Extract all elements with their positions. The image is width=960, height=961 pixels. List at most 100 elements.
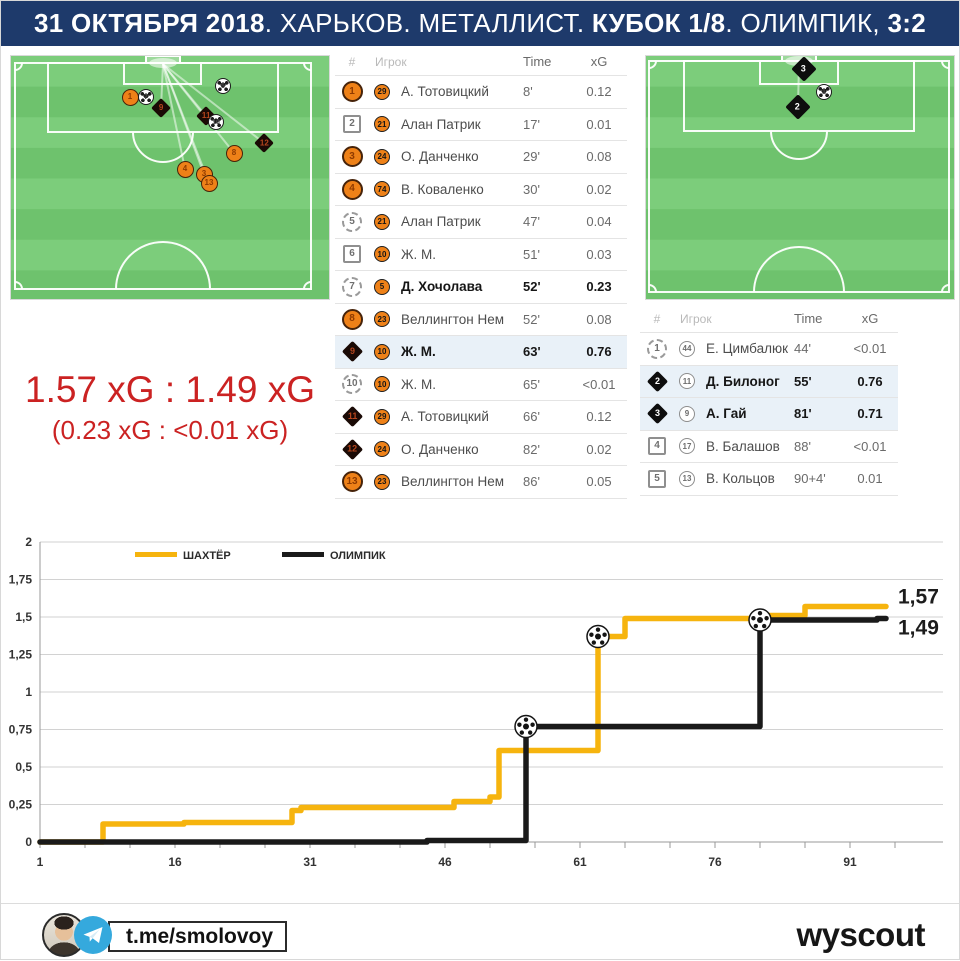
svg-text:1,75: 1,75	[9, 573, 33, 587]
telegram-link[interactable]: t.me/smolovoy	[108, 921, 288, 952]
player-name: Веллингтон Нем	[401, 311, 505, 327]
shot-marker-blocked: 6	[343, 245, 361, 264]
shot-time: 47'	[523, 214, 540, 230]
shot-marker-on-target: 1	[647, 338, 667, 359]
shot-row: 8 23 Веллингтон Нем 52' 0.08	[335, 304, 627, 336]
shot-xg: 0.23	[586, 279, 612, 295]
shot-time: 44'	[794, 341, 811, 357]
svg-text:0: 0	[25, 835, 32, 849]
shot-row: 10 10 Ж. М. 65' <0.01	[335, 369, 627, 401]
svg-text:1,25: 1,25	[9, 648, 33, 662]
match-title-segment: 31 ОКТЯБРЯ 2018	[34, 7, 265, 38]
soccer-ball-icon: 5	[215, 78, 231, 94]
shot-row: 2 11 Д. Билоног 55' 0.76	[640, 365, 898, 398]
goal-marker-diamond: 9	[341, 341, 363, 363]
player-name: О. Данченко	[401, 441, 479, 457]
shot-marker-circle: 1	[121, 88, 139, 106]
player-name: Алан Патрик	[401, 116, 481, 132]
svg-text:0,75: 0,75	[9, 723, 33, 737]
footer: t.me/smolovoy wyscout	[0, 903, 960, 961]
shot-row: 7 5 Д. Хочолава 52' 0.23	[335, 271, 627, 304]
shot-marker-circle: 1	[341, 81, 363, 103]
shot-xg: 0.03	[586, 246, 612, 262]
column-header: Time	[523, 54, 552, 69]
player-name: Ж. М.	[401, 246, 436, 262]
soccer-ball-icon	[514, 714, 538, 739]
goal-marker-diamond: 2	[646, 370, 668, 392]
xg-total-line: 1.57 xG : 1.49 xG	[25, 369, 315, 410]
shot-marker-circle: 4	[341, 178, 363, 200]
soccer-ball-icon	[586, 624, 610, 649]
xg-score-summary: 1.57 xG : 1.49 xG (0.23 xG : <0.01 xG)	[5, 368, 335, 448]
svg-text:31: 31	[303, 855, 317, 869]
player-name: О. Данченко	[401, 149, 479, 165]
svg-text:ОЛИМПИК: ОЛИМПИК	[330, 550, 386, 562]
series-end-value: 1,49	[898, 617, 939, 640]
shot-marker-circle: 3	[341, 146, 363, 168]
player-name: Ж. М.	[401, 376, 436, 392]
shot-row: 5 21 Алан Патрик 47' 0.04	[335, 206, 627, 239]
jersey-number-badge: 17	[679, 438, 695, 455]
shot-row: 9 10 Ж. М. 63' 0.76	[335, 336, 627, 369]
player-name: Е. Цимбалюк	[706, 341, 789, 357]
shot-xg: 0.04	[586, 214, 612, 230]
svg-text:91: 91	[843, 855, 857, 869]
svg-text:76: 76	[708, 855, 722, 869]
svg-text:1,5: 1,5	[15, 610, 32, 624]
soccer-ball-icon: 7	[138, 89, 154, 105]
jersey-number-badge: 24	[374, 148, 390, 165]
shot-time: 88'	[794, 438, 811, 454]
shots-table-left: # Игрок Time xG 1 29 А. Тотовицкий 8' 0.12 2 21 Ала…	[335, 48, 627, 499]
shot-xg: 0.08	[586, 311, 612, 327]
shot-time: 66'	[523, 409, 540, 425]
jersey-number-badge: 21	[374, 213, 390, 230]
jersey-number-badge: 13	[679, 470, 695, 487]
shot-xg: 0.71	[857, 406, 883, 422]
player-name: А. Тотовицкий	[401, 84, 489, 100]
shot-marker-circle: 4	[176, 160, 194, 178]
jersey-number-badge: 44	[679, 340, 695, 357]
svg-text:1: 1	[37, 855, 44, 869]
match-title-segment: . ХАРЬКОВ. МЕТАЛЛИСТ.	[264, 7, 592, 38]
shot-time: 90+4'	[794, 471, 826, 487]
shot-row: 6 10 Ж. М. 51' 0.03	[335, 239, 627, 271]
shot-time: 17'	[523, 116, 540, 132]
table-header-row: # Игрок Time xG	[640, 305, 898, 333]
shot-xg: 0.08	[586, 149, 612, 165]
shot-row: 1 44 Е. Цимбалюк 44' <0.01	[640, 333, 898, 366]
shot-marker-blocked: 4	[648, 437, 666, 456]
shot-xg: 0.12	[586, 84, 612, 100]
shot-time: 29'	[523, 149, 540, 165]
svg-text:2: 2	[25, 535, 32, 549]
goal-marker-diamond: 12	[341, 438, 363, 460]
shot-xg: <0.01	[582, 376, 616, 392]
shot-time: 81'	[794, 406, 812, 422]
shot-xg: 0.76	[857, 373, 883, 389]
shot-marker-circle: 8	[225, 144, 243, 162]
player-name: Веллингтон Нем	[401, 474, 505, 490]
shot-time: 8'	[523, 84, 533, 100]
column-header: xG	[590, 54, 608, 69]
player-name: Алан Патрик	[401, 214, 481, 230]
paper-plane-icon	[83, 927, 103, 943]
jersey-number-badge: 10	[374, 246, 390, 263]
column-header: Игрок	[375, 54, 407, 69]
soccer-ball-icon: 10	[208, 114, 224, 130]
player-name: В. Коваленко	[401, 181, 484, 197]
jersey-number-badge: 5	[374, 278, 390, 295]
column-header: #	[653, 311, 661, 326]
shot-row: 12 24 О. Данченко 82' 0.02	[335, 434, 627, 466]
svg-text:1: 1	[25, 685, 32, 699]
xg-timeline-chart: 0 0,25 0,5 0,75 1 1,25 1,5 1,75 2 1 16 31 46 61 76 91 ША…	[0, 512, 960, 882]
wyscout-logo: wyscout	[796, 916, 925, 953]
shot-xg: 0.05	[586, 474, 612, 490]
jersey-number-badge: 24	[374, 441, 390, 458]
shot-marker-blocked: 2	[343, 115, 361, 134]
shot-marker-blocked: 5	[648, 469, 666, 488]
table-header-row: # Игрок Time xG	[335, 48, 627, 76]
telegram-icon	[74, 916, 112, 954]
shot-time: 52'	[523, 279, 541, 295]
shot-time: 65'	[523, 376, 540, 392]
match-title-segment: КУБОК 1/8	[591, 7, 726, 38]
